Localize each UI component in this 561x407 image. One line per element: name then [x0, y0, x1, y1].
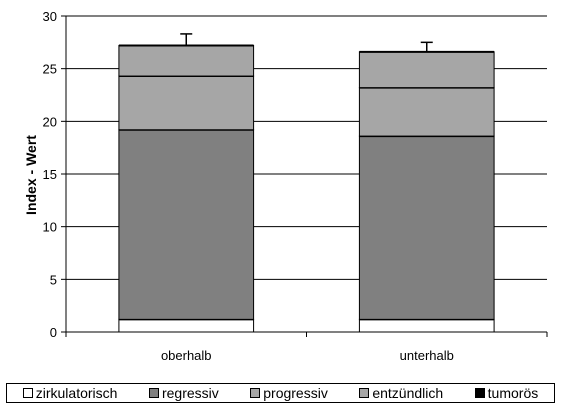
bar-segment-entzündlich [358, 51, 495, 89]
bar-segment-entzündlich [118, 44, 255, 77]
y-tick-label: 15 [43, 167, 57, 182]
x-tick-labels: oberhalb unterhalb [161, 348, 454, 363]
legend-swatch [474, 388, 485, 398]
legend-item: entzündlich [359, 385, 443, 401]
y-tick-label: 5 [50, 272, 57, 287]
x-tick-label: unterhalb [400, 348, 454, 363]
legend-swatch [250, 388, 261, 398]
y-tick-label: 10 [43, 220, 57, 235]
legend-item: tumorös [474, 385, 539, 401]
legend-swatch [22, 388, 33, 398]
bar-segment-progressiv [118, 75, 255, 131]
axes [61, 15, 548, 337]
y-axis-label: Index - Wert [23, 135, 39, 215]
x-tick-label: oberhalb [161, 348, 212, 363]
legend-label: regressiv [161, 385, 219, 401]
bar-segment-zirkulatorisch [358, 318, 495, 333]
bar-segment-zirkulatorisch [118, 318, 255, 333]
legend-label: progressiv [263, 385, 328, 401]
chart: 0 5 10 15 20 25 30 oberhalb unterhalb Index - W… [23, 9, 548, 363]
y-tick-label: 30 [43, 9, 57, 24]
bar-segment-regressiv [358, 135, 495, 320]
legend-swatch [359, 388, 370, 398]
legend: zirkulatorisch regressiv progressiv entzünd… [6, 383, 555, 403]
y-tick-labels: 0 5 10 15 20 25 30 [43, 9, 57, 340]
legend-label: tumorös [487, 385, 539, 401]
legend-swatch [148, 388, 159, 398]
error-bars [180, 33, 433, 52]
bar-segment-progressiv [358, 87, 495, 137]
legend-item: zirkulatorisch [22, 385, 118, 401]
bars [118, 44, 495, 333]
legend-item: progressiv [250, 385, 328, 401]
y-tick-label: 20 [43, 114, 57, 129]
legend-label: entzündlich [372, 385, 444, 401]
y-tick-label: 0 [50, 325, 57, 340]
legend-item: regressiv [148, 385, 219, 401]
y-tick-label: 25 [43, 62, 57, 77]
legend-label: zirkulatorisch [35, 385, 118, 401]
bar-segment-regressiv [118, 129, 255, 320]
